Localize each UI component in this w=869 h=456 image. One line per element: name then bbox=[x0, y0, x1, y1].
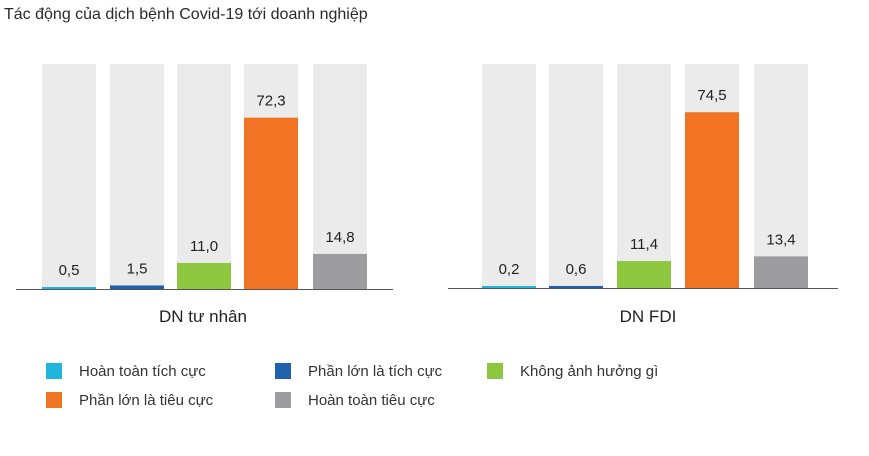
bar-background bbox=[549, 64, 603, 288]
legend-item-phan-lon-tieu-cuc: Phần lớn là tiêu cực bbox=[46, 390, 213, 410]
chart-group-2: 0,2 0,6 11,4 74,5 13,4 DN FDI bbox=[448, 64, 838, 326]
legend-swatch bbox=[46, 392, 62, 408]
legend-label: Hoàn toàn tích cực bbox=[79, 362, 206, 380]
data-label: 1,5 bbox=[127, 260, 148, 277]
bar-phan-lon-tieu-cuc bbox=[244, 117, 298, 289]
legend-swatch bbox=[275, 363, 291, 379]
bar-hoan-toan-tieu-cuc bbox=[313, 253, 367, 289]
data-label: 11,0 bbox=[190, 238, 218, 255]
data-label: 0,6 bbox=[566, 261, 587, 278]
bar-phan-lon-tieu-cuc bbox=[685, 112, 739, 289]
bar-background bbox=[313, 64, 367, 289]
bar-background bbox=[482, 64, 536, 288]
bar-background bbox=[754, 64, 808, 288]
legend-label: Phần lớn là tích cực bbox=[308, 362, 443, 380]
bar-phan-lon-tich-cuc bbox=[110, 285, 164, 289]
chart-title: Tác động của dịch bệnh Covid-19 tới doan… bbox=[4, 6, 368, 23]
chart-group-1: 0,5 1,5 11,0 72,3 14,8 DN tư nhân bbox=[16, 64, 393, 326]
data-label: 0,2 bbox=[499, 261, 520, 278]
data-label: 72,3 bbox=[256, 93, 285, 110]
bar-hoan-toan-tich-cuc bbox=[42, 287, 96, 289]
bar-background bbox=[177, 64, 231, 289]
data-label: 14,8 bbox=[325, 229, 354, 246]
bar-background bbox=[110, 64, 164, 289]
data-label: 13,4 bbox=[766, 231, 795, 248]
data-label: 74,5 bbox=[697, 87, 726, 104]
legend-label: Hoàn toàn tiêu cực bbox=[308, 391, 435, 409]
bar-charts: 0,5 1,5 11,0 72,3 14,8 DN tư nhân 0,2 0,6 11,4 74… bbox=[16, 64, 838, 326]
legend-swatch bbox=[46, 363, 62, 379]
legend-item-khong-anh-huong: Không ảnh hưởng gì bbox=[487, 361, 658, 381]
legend-swatch bbox=[487, 363, 503, 379]
data-label: 0,5 bbox=[59, 262, 80, 279]
bar-hoan-toan-tieu-cuc bbox=[754, 256, 808, 288]
data-label: 11,4 bbox=[630, 236, 658, 253]
bar-background bbox=[617, 64, 671, 288]
legend-label: Phần lớn là tiêu cực bbox=[79, 391, 214, 409]
legend-swatch bbox=[275, 392, 291, 408]
legend-label: Không ảnh hưởng gì bbox=[520, 362, 659, 380]
bar-khong-anh-huong bbox=[177, 262, 231, 289]
legend-item-hoan-toan-tich-cuc: Hoàn toàn tích cực bbox=[46, 361, 206, 381]
group-label: DN tư nhân bbox=[159, 307, 247, 326]
bar-phan-lon-tich-cuc bbox=[549, 286, 603, 288]
bar-hoan-toan-tich-cuc bbox=[482, 286, 536, 288]
legend-item-phan-lon-tich-cuc: Phần lớn là tích cực bbox=[275, 361, 442, 381]
group-label: DN FDI bbox=[620, 307, 677, 326]
legend-item-hoan-toan-tieu-cuc: Hoàn toàn tiêu cực bbox=[275, 390, 435, 410]
bar-khong-anh-huong bbox=[617, 261, 671, 288]
bar-background bbox=[42, 64, 96, 289]
